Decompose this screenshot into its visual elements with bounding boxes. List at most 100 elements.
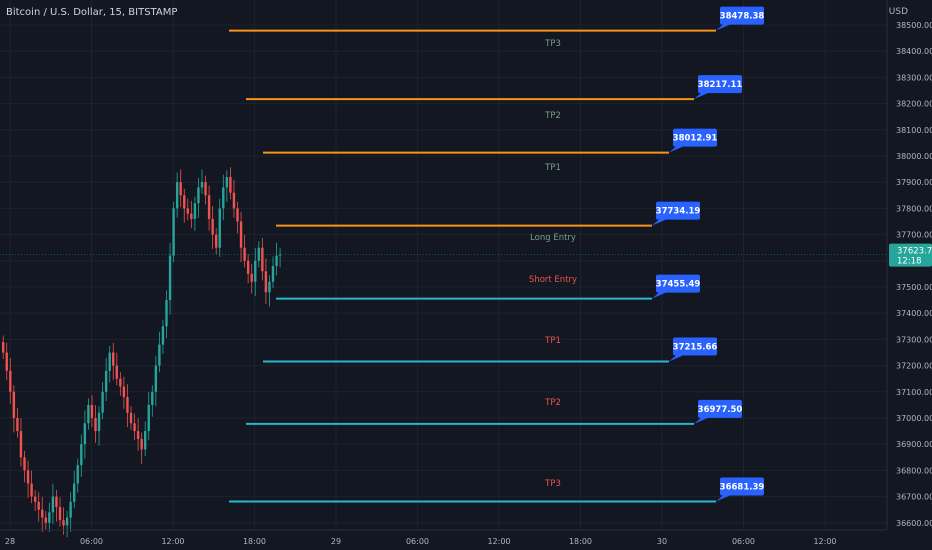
candle-body: [232, 192, 236, 209]
candle-body: [126, 397, 129, 413]
candle: [151, 385, 154, 417]
level-price-tag: 37734.19: [652, 201, 700, 226]
candle: [133, 413, 136, 441]
candle-body: [23, 457, 26, 471]
candle: [225, 170, 229, 202]
candle: [175, 172, 179, 218]
candle: [179, 169, 182, 208]
candle: [200, 169, 204, 194]
candle-body: [16, 418, 19, 432]
candle-body: [30, 483, 33, 497]
price-tick-label: 37200.00: [896, 362, 932, 371]
candle: [58, 497, 62, 527]
candle: [271, 256, 275, 289]
time-tick-label: 12:00: [813, 537, 836, 546]
candle-body: [239, 221, 243, 248]
candle: [37, 492, 40, 522]
level-long-long-entry[interactable]: Long Entry 37734.19: [276, 201, 700, 243]
candle: [190, 200, 193, 229]
price-tag-bg: [656, 201, 700, 220]
level-long-tp3[interactable]: TP3 38478.38: [229, 6, 765, 49]
candle: [186, 198, 189, 221]
candle: [65, 511, 69, 538]
price-tag-value: 37215.66: [673, 342, 718, 352]
candle-body: [12, 391, 16, 418]
level-short-tp1[interactable]: TP1 37215.66: [263, 336, 718, 363]
candle-body: [264, 271, 268, 293]
candle-body: [133, 423, 136, 432]
candle-body: [5, 352, 8, 371]
candle-body: [2, 342, 5, 353]
candle-body: [115, 365, 118, 379]
candle: [239, 211, 243, 263]
level-long-tp1[interactable]: TP1 38012.91: [263, 128, 717, 173]
candle: [48, 502, 51, 532]
symbol-title[interactable]: Bitcoin / U.S. Dollar, 15, BITSTAMP: [6, 7, 178, 18]
candle: [268, 275, 271, 307]
candle: [211, 206, 214, 250]
candle-body: [26, 470, 30, 484]
candle: [62, 507, 65, 535]
candle: [122, 376, 126, 409]
candle: [19, 418, 23, 467]
level-short-tp3[interactable]: TP3 36681.39: [229, 477, 764, 503]
price-axis[interactable]: 38500.00 38400.00 38300.00 38200.00 38100.00…: [886, 0, 932, 530]
level-price-tag: 37455.49: [652, 274, 700, 299]
candle-body: [278, 254, 282, 256]
candle-body: [211, 218, 214, 235]
candle: [144, 421, 147, 456]
candle: [26, 460, 30, 498]
candle: [215, 228, 218, 255]
time-tick-label: 18:00: [243, 537, 266, 546]
candle-body: [37, 501, 40, 510]
candle-body: [55, 496, 58, 508]
level-label: Short Entry: [529, 275, 577, 285]
candle-body: [179, 182, 182, 196]
price-tag-pointer: [652, 291, 668, 299]
candle: [16, 408, 19, 438]
candle: [44, 511, 47, 530]
candle-body: [246, 260, 250, 274]
candle: [9, 358, 12, 404]
candle: [147, 392, 150, 441]
candle-body: [108, 352, 111, 371]
price-tick-label: 36800.00: [896, 466, 932, 475]
price-tag-value: 38478.38: [720, 12, 765, 22]
price-tag-pointer: [694, 416, 710, 424]
candle-body: [261, 247, 264, 272]
candle: [55, 490, 58, 522]
candle: [23, 450, 26, 483]
price-tick-label: 37400.00: [896, 309, 932, 318]
candle-body: [129, 412, 133, 424]
time-tick-label: 12:00: [161, 537, 184, 546]
candle-body: [190, 213, 193, 219]
price-tick-label: 37700.00: [896, 231, 932, 240]
candle: [161, 319, 165, 354]
candle: [275, 242, 278, 276]
candle-body: [236, 208, 239, 222]
price-tick-label: 36700.00: [896, 493, 932, 502]
level-label: TP1: [544, 163, 561, 173]
candle-body: [83, 423, 87, 445]
candle-body: [172, 208, 175, 256]
candle-body: [275, 255, 278, 267]
countdown-timer: 12:18: [897, 257, 922, 267]
candle: [41, 496, 44, 532]
level-price-tag: 36977.50: [694, 399, 742, 424]
level-short-short-entry[interactable]: Short Entry 37455.49: [276, 274, 700, 300]
candle-body: [144, 431, 147, 450]
candle: [207, 185, 211, 231]
candle: [104, 358, 108, 401]
candle: [250, 264, 253, 294]
level-lines: TP3 38478.38 TP2 38217.11 TP1 38012.91 Long En…: [229, 6, 765, 503]
candle: [154, 355, 158, 407]
candle: [97, 406, 101, 446]
candle: [236, 201, 239, 234]
level-short-tp2[interactable]: TP2 36977.50: [246, 398, 742, 425]
candle: [69, 492, 72, 532]
candle: [140, 432, 143, 464]
candle-body: [73, 483, 76, 502]
time-axis[interactable]: 28 06:00 12:00 18:00 29 06:00 12:00 18:00 30 06:0…: [0, 529, 887, 546]
level-long-tp2[interactable]: TP2 38217.11: [246, 75, 742, 121]
